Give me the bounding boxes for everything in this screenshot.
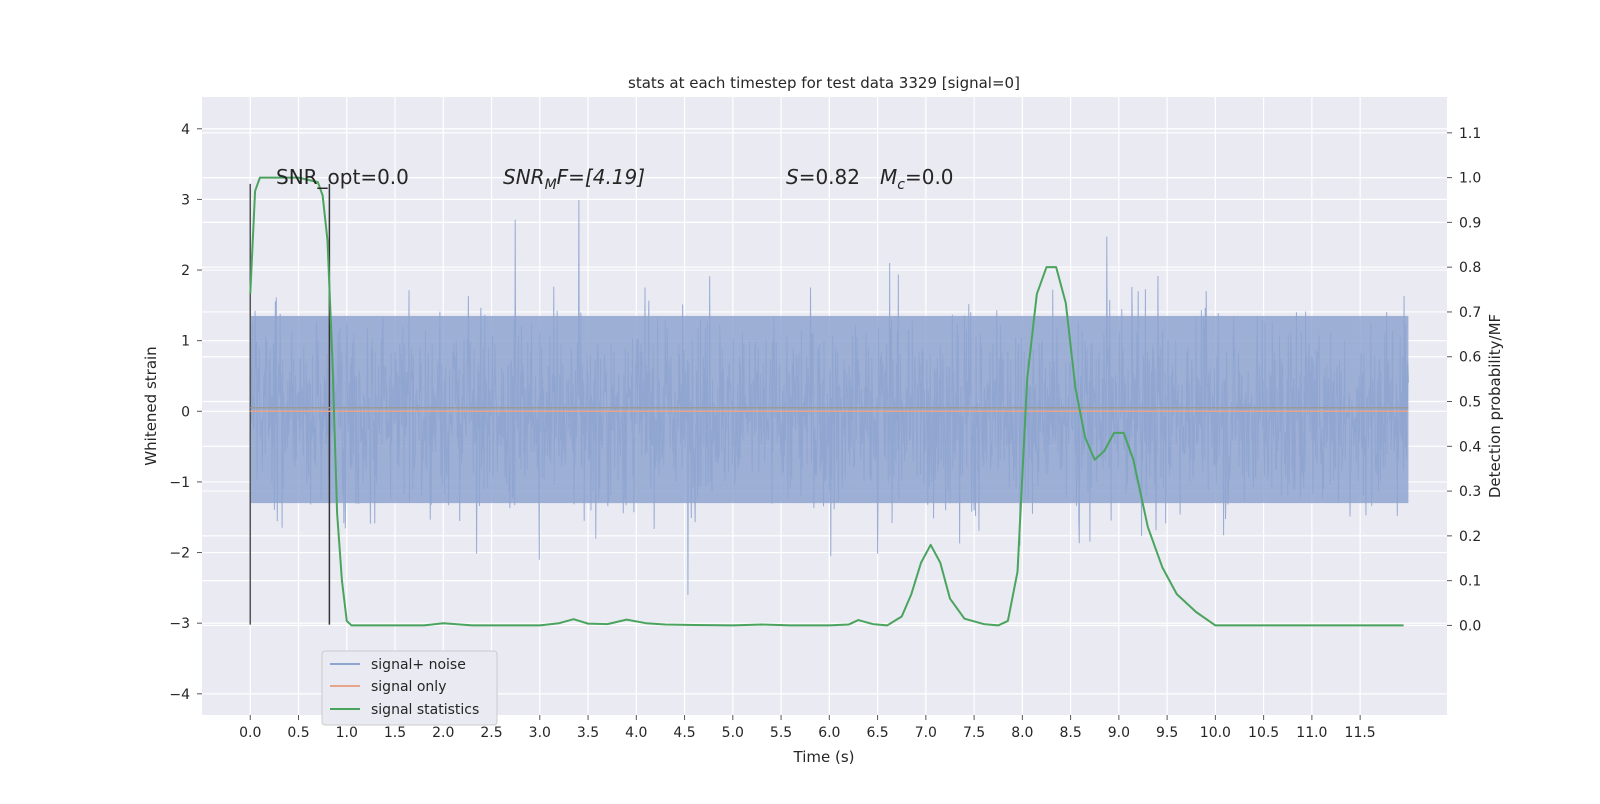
y-tick-label: −1 — [169, 475, 190, 491]
y-tick-label: 0 — [181, 404, 190, 420]
legend: signal+ noise signal only signal statist… — [321, 650, 498, 726]
x-tick-label: 7.0 — [915, 725, 937, 741]
x-tick-label: 2.0 — [432, 725, 454, 741]
x-tick-label: 9.0 — [1108, 725, 1130, 741]
annotation-snr-opt: SNR_opt=0.0 — [276, 165, 409, 189]
y-right-tick-label: 0.4 — [1459, 439, 1481, 455]
x-tick-label: 10.0 — [1200, 725, 1231, 741]
y-right-tick-label: 0.2 — [1459, 529, 1481, 545]
annotation-mc: Mc=0.0 — [880, 165, 954, 193]
annotation-snr-mf-value: F=[4.19] — [557, 165, 645, 189]
y-tick-label: −3 — [169, 616, 190, 632]
y-tick-label: −2 — [169, 546, 190, 562]
y-tick-label: 1 — [181, 334, 190, 350]
annotation-snr-mf-subscript: M — [545, 177, 557, 193]
y-tick-label: 2 — [181, 263, 190, 279]
x-tick-label: 0.5 — [287, 725, 309, 741]
y-axis-right-label: Detection probability/MF — [1486, 314, 1504, 498]
x-axis-label: Time (s) — [793, 748, 855, 766]
x-tick-label: 8.5 — [1059, 725, 1081, 741]
x-tick-label: 1.0 — [336, 725, 358, 741]
series-layer — [249, 176, 1409, 627]
chart-title: stats at each timestep for test data 332… — [628, 74, 1020, 92]
x-tick-label: 6.0 — [818, 725, 840, 741]
tick-layer: 0.0 0.5 1.0 1.5 2.0 2.5 3.0 3.5 4.0 4.5 5.0 5.5 6.0 6… — [169, 122, 1481, 741]
annotation-snr-mf-symbol: SNR — [503, 165, 545, 189]
x-tick-label: 10.5 — [1248, 725, 1279, 741]
y-tick-label: −4 — [169, 687, 190, 703]
y-tick-label: 4 — [181, 122, 190, 138]
x-tick-label: 2.5 — [480, 725, 502, 741]
signal-statistics-line — [249, 176, 1404, 627]
annotation-s-value: =0.82 — [799, 165, 860, 189]
signal-noise-series — [249, 200, 1409, 595]
y-right-tick-label: 1.1 — [1459, 126, 1481, 142]
y-right-tick-label: 0.5 — [1459, 395, 1481, 411]
x-tick-label: 9.5 — [1156, 725, 1178, 741]
legend-label-signal-noise: signal+ noise — [371, 657, 466, 673]
x-tick-label: 11.5 — [1345, 725, 1376, 741]
x-tick-label: 7.5 — [963, 725, 985, 741]
x-tick-label: 4.0 — [625, 725, 647, 741]
y-right-tick-label: 0.8 — [1459, 260, 1481, 276]
legend-label-signal-only: signal only — [371, 679, 446, 695]
x-tick-label: 1.5 — [384, 725, 406, 741]
x-tick-label: 4.5 — [673, 725, 695, 741]
y-right-tick-label: 0.6 — [1459, 350, 1481, 366]
x-tick-label: 8.0 — [1011, 725, 1033, 741]
y-right-tick-label: 0.3 — [1459, 484, 1481, 500]
y-right-tick-label: 0.1 — [1459, 574, 1481, 590]
x-tick-label: 3.0 — [529, 725, 551, 741]
annotation-mc-value: =0.0 — [905, 165, 954, 189]
legend-box — [321, 650, 498, 726]
annotation-mc-subscript: c — [897, 177, 905, 193]
y-right-tick-label: 0.9 — [1459, 215, 1481, 231]
y-right-tick-label: 0.0 — [1459, 618, 1481, 634]
annotation-s-symbol: S — [786, 165, 799, 189]
y-right-tick-label: 1.0 — [1459, 171, 1481, 187]
annotation-mc-symbol: M — [880, 165, 897, 189]
x-tick-label: 0.0 — [239, 725, 261, 741]
y-axis-label: Whitened strain — [142, 346, 160, 465]
x-tick-label: 6.5 — [866, 725, 888, 741]
x-tick-label: 3.5 — [577, 725, 599, 741]
legend-label-signal-statistics: signal statistics — [371, 702, 479, 718]
y-tick-label: 3 — [181, 192, 190, 208]
annotation-snr-mf: SNRMF=[4.19] — [503, 165, 645, 193]
x-tick-label: 5.5 — [770, 725, 792, 741]
y-right-tick-label: 0.7 — [1459, 305, 1481, 321]
x-tick-label: 11.0 — [1296, 725, 1327, 741]
annotation-s: S=0.82 — [786, 165, 860, 189]
x-tick-label: 5.0 — [722, 725, 744, 741]
